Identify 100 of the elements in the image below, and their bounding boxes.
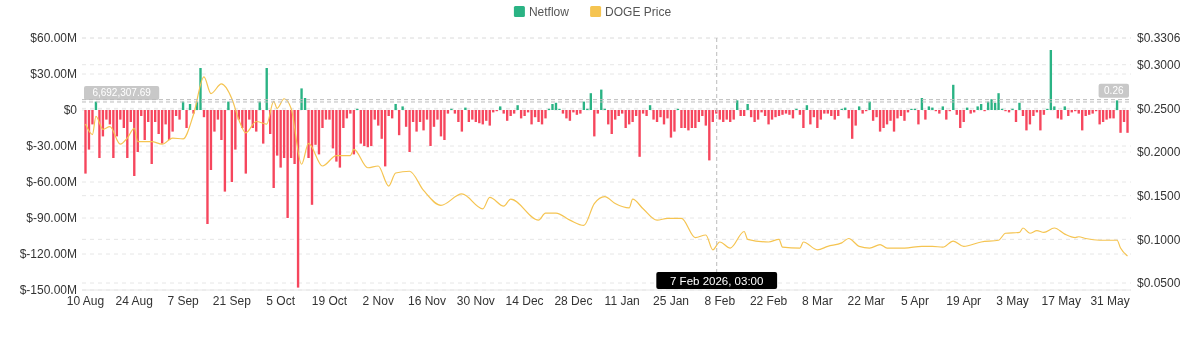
line-series (84, 76, 1129, 257)
bar (575, 110, 579, 115)
bar (809, 110, 812, 125)
bar (579, 110, 582, 114)
bar (464, 107, 467, 110)
bar (805, 105, 809, 110)
legend-label: Netflow (528, 5, 570, 20)
bar (443, 110, 446, 140)
x-tick-label: 28 Dec (554, 294, 593, 308)
bar (1098, 110, 1101, 125)
bar (816, 110, 819, 128)
bar (774, 110, 777, 118)
y2-tick-label: $0.1500 (1137, 188, 1181, 203)
y2-tick-label: $0.1000 (1137, 232, 1181, 247)
x-tick-label: 5 Oct (266, 294, 296, 308)
x-tick-label: 19 Apr (946, 294, 982, 308)
bar (1018, 102, 1021, 110)
x-tick-label: 2 Nov (362, 294, 394, 308)
bar (694, 110, 697, 128)
bar (1112, 110, 1115, 119)
bar (530, 110, 533, 125)
x-tick-label: 25 Jan (652, 294, 689, 308)
bar (394, 104, 397, 110)
bar (422, 110, 425, 131)
y2-tick-label: $0.2000 (1137, 145, 1181, 160)
x-tick-label: 11 Jan (604, 294, 640, 308)
bar (415, 110, 418, 132)
bar (938, 110, 941, 114)
bar (98, 110, 101, 158)
ref-line-label: 7 Feb 2026, 03:00 (670, 274, 764, 287)
bar (802, 110, 805, 128)
bar (551, 104, 554, 110)
y-tick-label: $-120.00M (19, 247, 77, 262)
bar (903, 110, 906, 121)
bar (429, 110, 432, 146)
y-tick-label: $-30.00M (26, 139, 77, 154)
bar (631, 110, 634, 122)
bar (401, 106, 404, 110)
bar (1039, 110, 1042, 131)
bar (624, 110, 627, 128)
bar (227, 101, 230, 110)
x-tick-label: 7 Sep (167, 294, 200, 308)
bar (523, 110, 526, 116)
x-tick-label: 19 Oct (311, 294, 348, 308)
x-tick-label: 17 May (1041, 294, 1081, 308)
y2-tick-label: $0.3000 (1137, 57, 1181, 72)
legend-label: DOGE Price (605, 5, 672, 20)
bar (84, 110, 87, 174)
bar (997, 93, 1000, 110)
x-tick-label: 8 Feb (704, 294, 736, 308)
bar (990, 99, 993, 110)
bar (645, 110, 648, 116)
bar (112, 110, 115, 158)
bar (565, 110, 568, 119)
bar (286, 110, 289, 218)
x-tick-label: 16 Nov (408, 294, 447, 308)
x-tick-label: 31 May (1090, 294, 1130, 308)
bar (537, 110, 540, 122)
bar (408, 110, 411, 152)
bar (917, 110, 920, 125)
bar (882, 110, 885, 128)
bar (924, 110, 927, 120)
bar (1119, 110, 1122, 133)
bar (739, 110, 742, 116)
y-tick-label: $30.00M (30, 67, 77, 82)
x-tick-label: 22 Mar (847, 294, 885, 308)
y-tick-label: $-90.00M (26, 211, 77, 226)
bar (1025, 110, 1028, 131)
x-tick-label: 22 Feb (749, 294, 788, 308)
bar (680, 110, 683, 128)
bar (272, 110, 275, 188)
y-tick-label: $60.00M (30, 31, 77, 46)
x-tick-label: 5 Apr (900, 294, 929, 308)
bar (746, 104, 749, 110)
bar (652, 110, 655, 120)
bar (1126, 110, 1129, 133)
bar (687, 110, 690, 131)
x-tick-label: 21 Sep (212, 294, 252, 308)
bar (781, 110, 784, 115)
bar (178, 110, 181, 120)
bar (976, 106, 979, 110)
x-tick-label: 30 Nov (456, 294, 495, 308)
y-tick-label: $0 (63, 103, 78, 118)
bar (648, 105, 652, 110)
bar (753, 110, 756, 122)
bar (516, 105, 519, 110)
x-tick-label: 3 May (996, 294, 1029, 308)
bar (1087, 110, 1091, 115)
y2-tick-label: $0.0500 (1137, 276, 1181, 291)
bar (185, 110, 188, 128)
bar (868, 101, 871, 110)
x-tick-label: 14 Dec (505, 294, 544, 308)
bar (788, 110, 791, 115)
bar (206, 110, 209, 224)
bar (279, 110, 282, 168)
y2-tick-label: $0.2500 (1137, 101, 1181, 116)
bar (638, 110, 641, 157)
x-tick-label: 24 Aug (115, 294, 153, 308)
bar (1091, 110, 1094, 114)
bar (767, 110, 770, 125)
